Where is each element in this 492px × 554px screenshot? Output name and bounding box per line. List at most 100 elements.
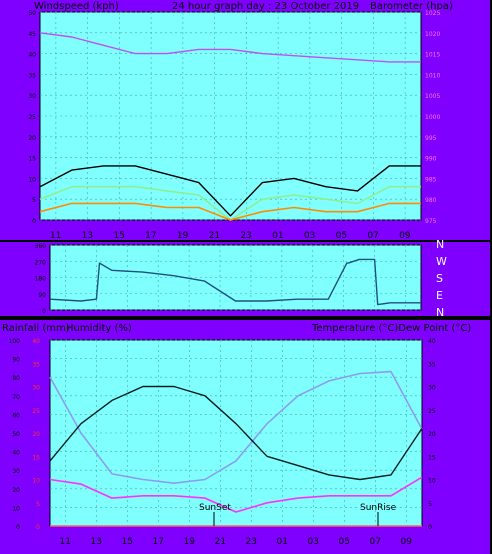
barometer-tick-label: 985 bbox=[425, 176, 437, 183]
time-tick-label: 01 bbox=[272, 231, 283, 241]
humidity-tick-label: 0 bbox=[16, 524, 20, 531]
time-tick-label: 07 bbox=[370, 537, 381, 547]
time-tick-label: 03 bbox=[308, 537, 319, 547]
dir-label-w: W bbox=[436, 255, 447, 268]
time-tick-label: 23 bbox=[246, 537, 257, 547]
rain-tick-label: 10 bbox=[32, 478, 40, 485]
humidity-tick-label: 60 bbox=[12, 412, 20, 419]
dir-label-n-bottom: N bbox=[436, 306, 444, 319]
windspeed-label: Windspeed (kph) bbox=[34, 1, 119, 12]
windspeed-tick-label: 30 bbox=[28, 93, 36, 100]
barometer-line bbox=[39, 32, 421, 63]
rain-tick-label: 0 bbox=[36, 524, 40, 531]
dir-label-e: E bbox=[436, 289, 443, 302]
direction-line bbox=[49, 258, 421, 306]
barometer-tick-label: 1020 bbox=[425, 31, 440, 38]
sunrise-label: SunRise bbox=[360, 503, 397, 513]
time-tick-label: 09 bbox=[401, 537, 413, 547]
graph-title: 24 hour graph day : 23 October 2019 bbox=[172, 1, 359, 12]
humidity-tick-label: 80 bbox=[12, 375, 20, 382]
dir-label-n-top: N bbox=[436, 238, 444, 251]
time-tick-label: 05 bbox=[339, 537, 350, 547]
time-tick-label: 11 bbox=[60, 537, 71, 547]
humidity-tick-label: 10 bbox=[12, 505, 20, 512]
humidity-tick-label: 90 bbox=[12, 357, 20, 364]
direction-tick-label: 90 bbox=[38, 292, 46, 299]
temperature-tick-label: 25 bbox=[428, 408, 436, 415]
temperature-tick-label: 40 bbox=[428, 338, 436, 345]
barometer-tick-label: 1000 bbox=[425, 114, 440, 121]
windspeed-tick-label: 45 bbox=[28, 31, 36, 38]
time-tick-label: 03 bbox=[304, 231, 315, 241]
barometer-tick-label: 1010 bbox=[425, 72, 440, 79]
windspeed-tick-label: 50 bbox=[28, 10, 36, 17]
rain-tick-label: 35 bbox=[32, 361, 40, 368]
temperature-label: Temperature (°C)Dew Point (°C) bbox=[311, 323, 471, 334]
temperature-line bbox=[49, 385, 423, 481]
humidity-tick-label: 20 bbox=[12, 487, 20, 494]
temperature-tick-label: 35 bbox=[428, 361, 436, 368]
humidity-tick-label: 50 bbox=[12, 431, 20, 438]
time-tick-label: 17 bbox=[145, 231, 156, 241]
barometer-tick-label: 980 bbox=[425, 197, 437, 204]
time-tick-label: 17 bbox=[153, 537, 164, 547]
direction-tick-label: 270 bbox=[35, 259, 47, 266]
rain-tick-label: 30 bbox=[32, 385, 40, 392]
windspeed-tick-label: 15 bbox=[28, 156, 36, 163]
temperature-tick-label: 10 bbox=[428, 478, 436, 485]
average-line bbox=[39, 202, 421, 221]
windspeed-tick-label: 35 bbox=[28, 72, 36, 79]
temperature-tick-label: 5 bbox=[428, 501, 432, 508]
rain-tick-label: 25 bbox=[32, 408, 40, 415]
windspeed-tick-label: 25 bbox=[28, 114, 36, 121]
time-tick-label: 07 bbox=[367, 231, 378, 241]
barometer-tick-label: 990 bbox=[425, 156, 437, 163]
barometer-tick-label: 1005 bbox=[425, 93, 440, 100]
time-tick-label: 13 bbox=[91, 537, 102, 547]
temperature-tick-label: 15 bbox=[428, 454, 436, 461]
rainfall-label: Rainfall (mm) bbox=[2, 323, 70, 334]
windspeed-tick-label: 20 bbox=[28, 135, 36, 142]
temperature-tick-label: 0 bbox=[428, 524, 432, 531]
rain-tick-label: 5 bbox=[36, 501, 40, 508]
time-tick-label: 13 bbox=[82, 231, 93, 241]
direction-tick-label: 0 bbox=[42, 308, 46, 315]
humidity-tick-label: 30 bbox=[12, 468, 20, 475]
time-tick-label: 01 bbox=[277, 537, 288, 547]
direction-tick-label: 360 bbox=[35, 243, 47, 250]
time-tick-label: 05 bbox=[336, 231, 347, 241]
humidity-tick-label: 40 bbox=[12, 450, 20, 457]
humidity-tick-label: 70 bbox=[12, 394, 20, 401]
windspeed-tick-label: 5 bbox=[32, 197, 36, 204]
barometer-tick-label: 1015 bbox=[425, 52, 440, 59]
dewpoint-line bbox=[49, 476, 423, 513]
grid-lines bbox=[40, 11, 422, 527]
time-tick-label: 23 bbox=[240, 231, 251, 241]
time-tick-label: 21 bbox=[209, 231, 220, 241]
rain-tick-label: 20 bbox=[32, 431, 40, 438]
series-lines bbox=[39, 32, 423, 527]
time-tick-label: 21 bbox=[215, 537, 226, 547]
rain-tick-label: 40 bbox=[32, 338, 40, 345]
gust-line bbox=[39, 165, 421, 217]
sunset-label: SunSet bbox=[199, 503, 231, 513]
time-tick-label: 09 bbox=[399, 231, 411, 241]
time-tick-label: 11 bbox=[50, 231, 61, 241]
humidity-label: Humidity (%) bbox=[66, 323, 132, 334]
humidity-line bbox=[49, 370, 423, 485]
temperature-tick-label: 20 bbox=[428, 431, 436, 438]
time-tick-label: 15 bbox=[122, 537, 133, 547]
humidity-tick-label: 100 bbox=[9, 338, 21, 345]
time-tick-label: 19 bbox=[177, 231, 189, 241]
time-tick-label: 19 bbox=[184, 537, 196, 547]
windspeed-tick-label: 40 bbox=[28, 52, 36, 59]
windspeed-tick-label: 10 bbox=[28, 176, 36, 183]
barometer-tick-label: 995 bbox=[425, 135, 437, 142]
rain-tick-label: 15 bbox=[32, 454, 40, 461]
barometer-tick-label: 975 bbox=[425, 218, 437, 225]
windspeed-tick-label: 0 bbox=[32, 218, 36, 225]
barometer-tick-label: 1025 bbox=[425, 10, 440, 17]
time-tick-label: 15 bbox=[113, 231, 124, 241]
